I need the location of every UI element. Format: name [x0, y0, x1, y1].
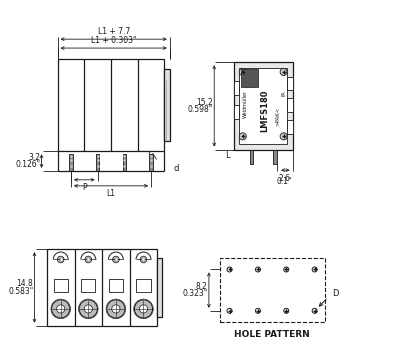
Circle shape — [52, 300, 70, 318]
Bar — [234, 105, 239, 119]
Bar — [81, 279, 96, 292]
Text: L1 + 0.303": L1 + 0.303" — [91, 36, 136, 45]
Text: FA: FA — [281, 90, 286, 96]
Circle shape — [84, 305, 92, 313]
Text: Weidmüller: Weidmüller — [243, 90, 248, 118]
Bar — [69, 154, 73, 171]
Bar — [58, 59, 164, 151]
Text: L: L — [225, 151, 230, 160]
Bar — [250, 150, 253, 164]
Text: 14.8: 14.8 — [17, 279, 33, 288]
Text: 0.126": 0.126" — [15, 160, 40, 169]
Bar — [273, 150, 277, 164]
Circle shape — [239, 133, 246, 140]
Text: 15.2: 15.2 — [196, 98, 213, 107]
Circle shape — [312, 308, 317, 313]
Bar — [136, 279, 151, 292]
Text: HOLE PATTERN: HOLE PATTERN — [234, 330, 310, 339]
Text: 0.583": 0.583" — [8, 287, 33, 295]
Text: >PAK<: >PAK< — [275, 107, 280, 126]
Text: 3.2: 3.2 — [28, 153, 40, 162]
Text: L1: L1 — [106, 189, 116, 198]
Circle shape — [139, 305, 148, 313]
Circle shape — [227, 267, 232, 272]
Circle shape — [57, 256, 64, 263]
Circle shape — [107, 300, 125, 318]
Text: P: P — [82, 183, 87, 192]
Bar — [157, 258, 162, 317]
Bar — [149, 154, 153, 171]
Circle shape — [51, 299, 70, 319]
Text: 0.323": 0.323" — [182, 289, 208, 298]
Bar — [287, 99, 292, 112]
Circle shape — [239, 68, 246, 75]
Bar — [241, 69, 258, 87]
Circle shape — [284, 267, 289, 272]
Text: 8.2: 8.2 — [196, 282, 208, 291]
Bar — [47, 249, 157, 326]
Circle shape — [312, 267, 317, 272]
Circle shape — [112, 256, 119, 263]
Bar — [164, 69, 170, 141]
Circle shape — [256, 267, 260, 272]
Bar — [109, 279, 123, 292]
Bar — [220, 258, 325, 322]
Bar — [287, 77, 292, 90]
Bar — [234, 62, 292, 150]
Bar — [96, 154, 100, 171]
Circle shape — [284, 308, 289, 313]
Text: 0.1": 0.1" — [277, 177, 292, 186]
Circle shape — [106, 299, 126, 319]
Circle shape — [78, 299, 98, 319]
Text: d: d — [173, 163, 179, 173]
Text: LMFS180: LMFS180 — [260, 89, 269, 131]
Text: D: D — [332, 289, 338, 298]
Text: 0.598": 0.598" — [188, 105, 213, 114]
Circle shape — [227, 308, 232, 313]
Circle shape — [134, 300, 152, 318]
Bar — [287, 120, 292, 134]
Circle shape — [280, 133, 287, 140]
Circle shape — [112, 305, 120, 313]
Circle shape — [280, 68, 287, 75]
Text: 2.6: 2.6 — [279, 174, 291, 183]
Circle shape — [256, 308, 260, 313]
Bar — [239, 68, 287, 144]
Bar — [54, 279, 68, 292]
Circle shape — [140, 256, 147, 263]
Circle shape — [134, 299, 153, 319]
Bar — [122, 154, 126, 171]
Circle shape — [85, 256, 92, 263]
Bar — [234, 81, 239, 95]
Circle shape — [57, 305, 65, 313]
Circle shape — [79, 300, 98, 318]
Text: L1 + 7.7: L1 + 7.7 — [98, 27, 130, 36]
